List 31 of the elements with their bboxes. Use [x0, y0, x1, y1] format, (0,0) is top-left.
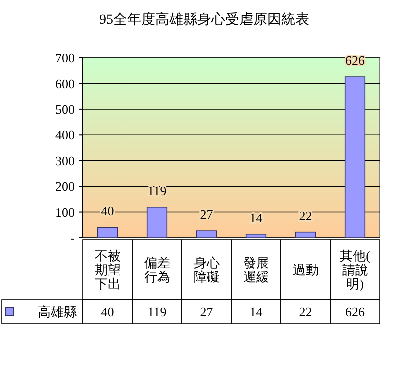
bar: [146, 207, 168, 238]
bar: [344, 76, 366, 238]
y-tick-label: 200: [56, 179, 75, 194]
text: 22: [299, 208, 312, 224]
chart-title: 95全年度高雄縣身心受虐原因統表: [100, 12, 310, 28]
x-tick-label: 不被期望下出: [94, 248, 121, 292]
bar: [246, 234, 267, 238]
legend-label: 高雄縣: [38, 304, 77, 320]
y-tick-label: 400: [56, 128, 75, 143]
x-tick-label: 身心障礙: [194, 256, 220, 285]
y-tick-label: 300: [56, 153, 75, 168]
data-label: 22: [299, 304, 312, 320]
y-tick-label: 100: [56, 204, 75, 220]
data-label: 626: [346, 304, 366, 320]
data-label: 27: [200, 304, 214, 320]
x-tick-label: 發展遲緩: [243, 256, 270, 285]
bar: [295, 232, 316, 238]
bar: [196, 230, 218, 238]
bar: [97, 227, 118, 238]
y-tick-label: 600: [56, 76, 75, 92]
data-label: 14: [250, 304, 264, 320]
x-tick-label: 偏差行為: [144, 256, 170, 285]
y-tick-label: 500: [56, 102, 75, 117]
x-tick-label: 其他(請說明): [340, 248, 370, 292]
y-tick-label: -: [70, 230, 75, 246]
data-label: 40: [101, 304, 114, 320]
data-label: 119: [148, 304, 167, 320]
y-tick-label: 700: [56, 50, 75, 66]
text: 119: [148, 183, 167, 198]
x-tick-label: 過動: [292, 262, 319, 278]
text: 14: [250, 210, 263, 226]
